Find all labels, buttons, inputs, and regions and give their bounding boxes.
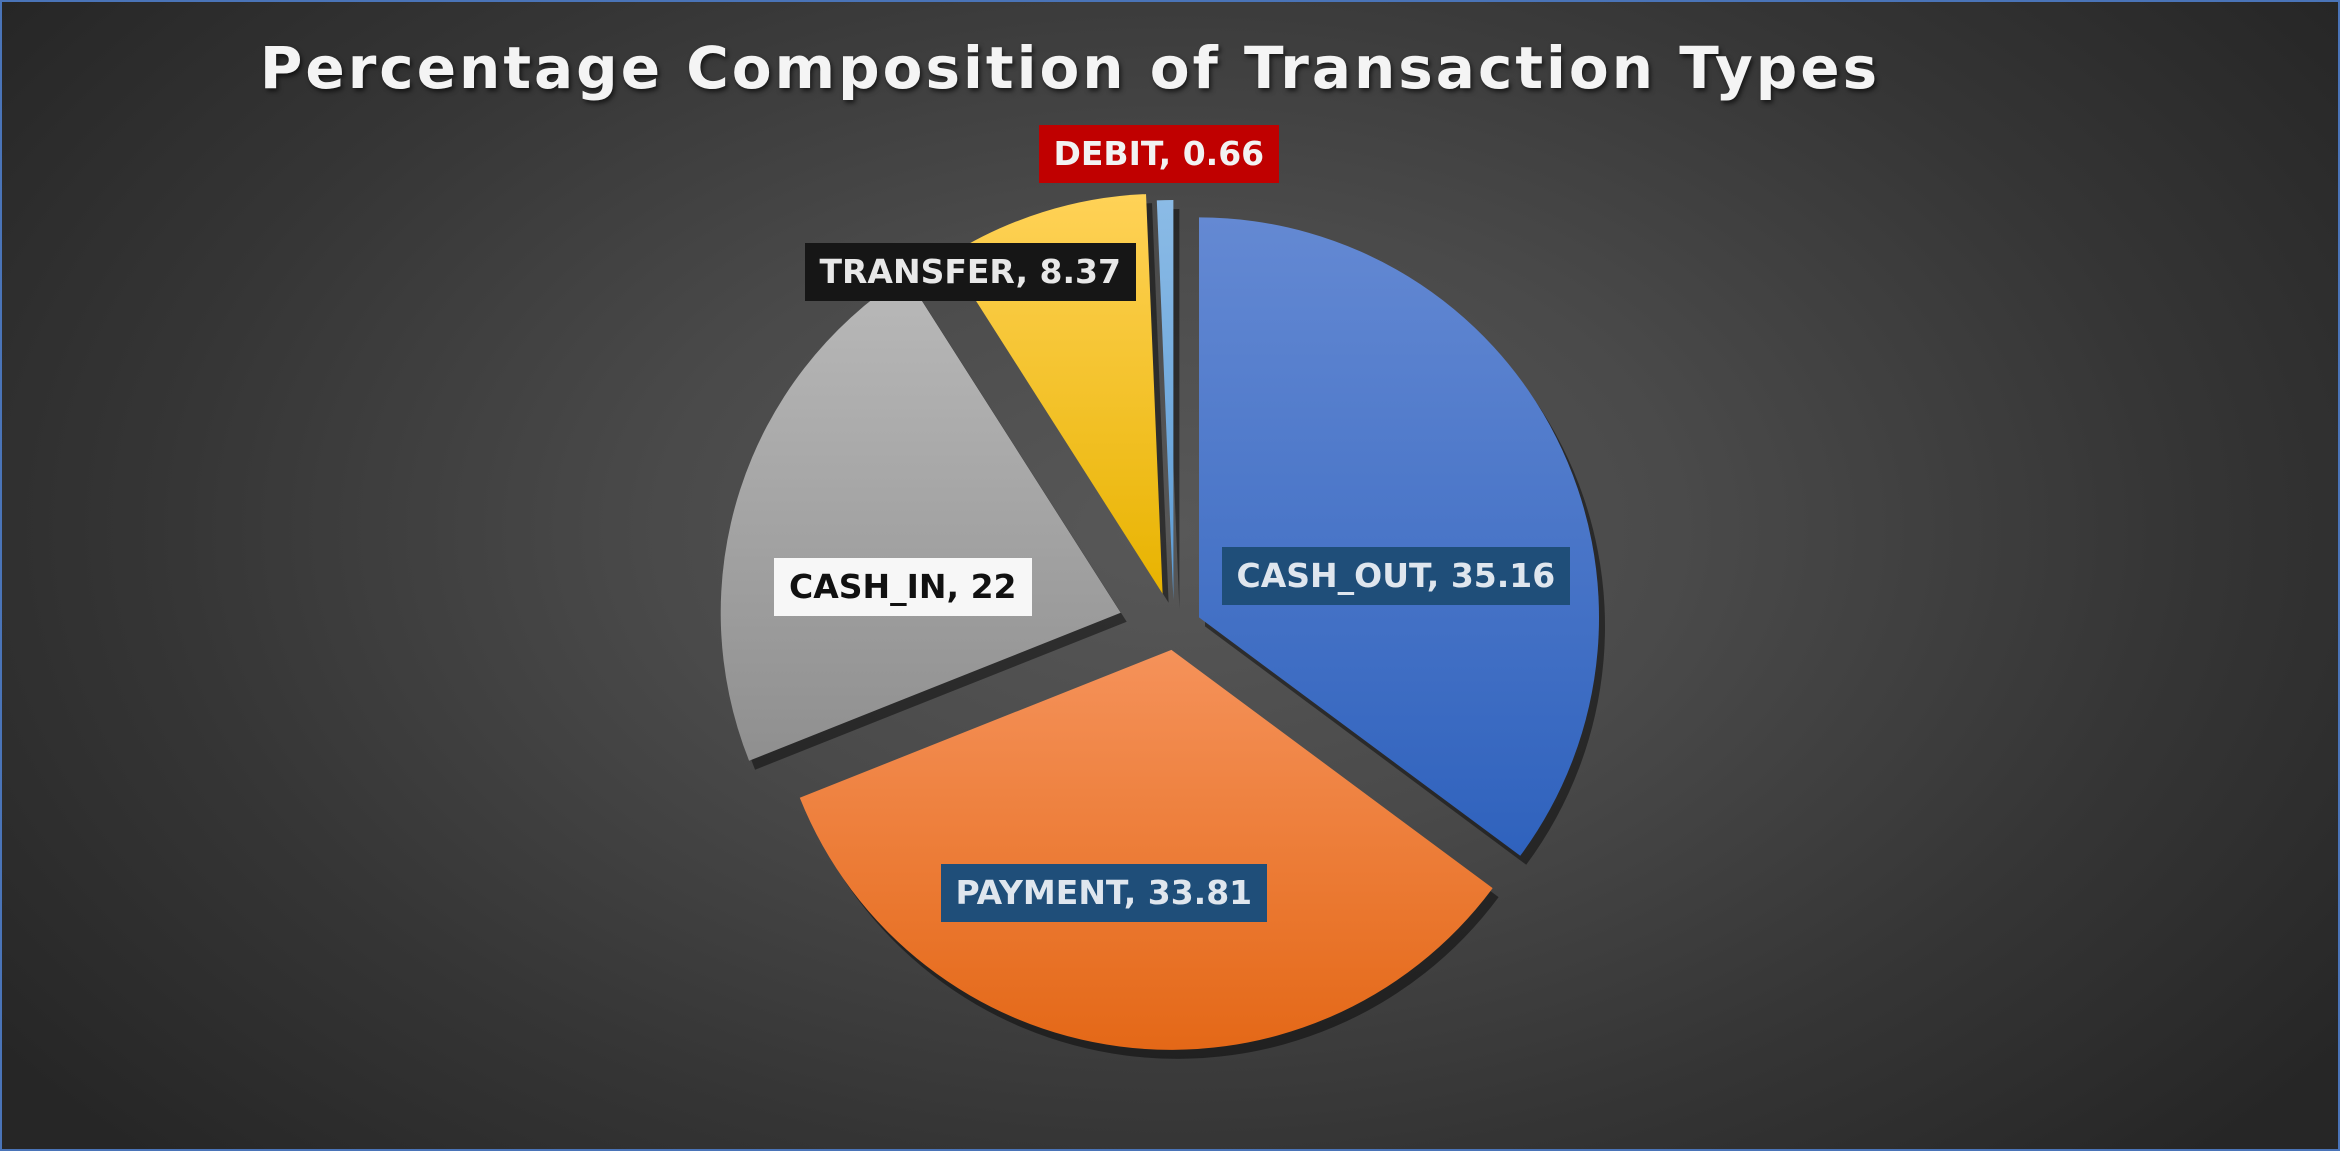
data-label-payment: PAYMENT, 33.81	[940, 864, 1268, 922]
pie-slice-payment	[799, 649, 1493, 1050]
pie-slice-cash-in	[720, 275, 1121, 761]
data-label-transfer: TRANSFER, 8.37	[804, 243, 1136, 301]
data-label-cash-in: CASH_IN, 22	[774, 558, 1032, 616]
pie-slice-cash-out	[1199, 217, 1600, 856]
data-label-cash-out: CASH_OUT, 35.16	[1221, 547, 1571, 605]
data-label-debit: DEBIT, 0.66	[1038, 125, 1280, 183]
pie-slice-debit	[1156, 200, 1174, 601]
chart-title: Percentage Composition of Transaction Ty…	[259, 34, 1881, 102]
